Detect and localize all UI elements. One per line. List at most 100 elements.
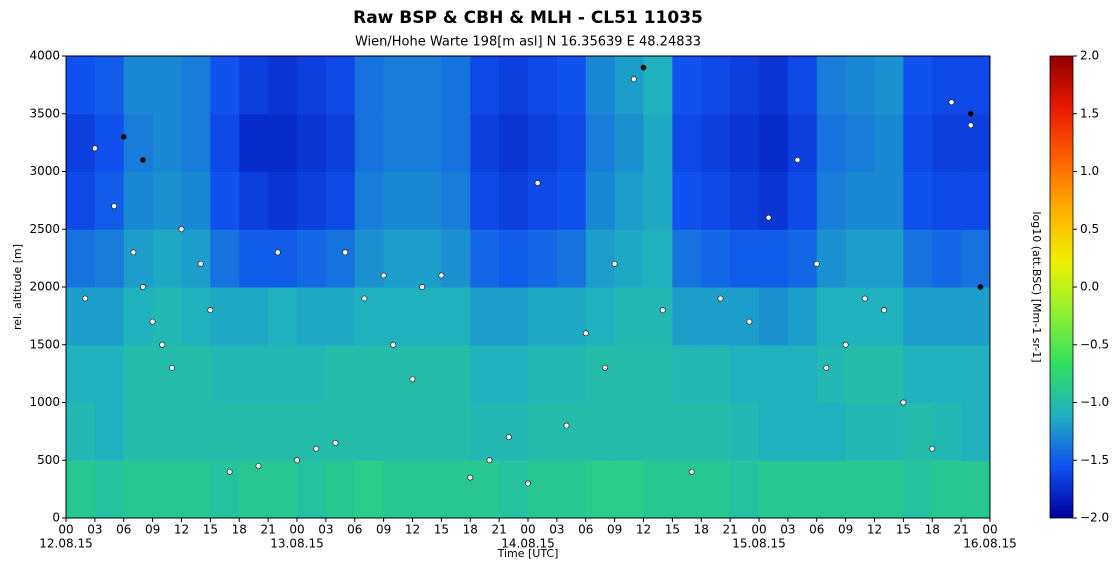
- heatmap-cell: [297, 229, 327, 288]
- heatmap-cell: [66, 229, 96, 288]
- heatmap-cell: [845, 113, 875, 172]
- marker: [140, 284, 146, 290]
- heatmap-cell: [239, 344, 269, 403]
- heatmap-cell: [412, 56, 442, 115]
- heatmap-cell: [297, 402, 327, 461]
- marker: [274, 249, 281, 256]
- heatmap-cell: [556, 402, 587, 461]
- heatmap-cell: [441, 402, 471, 461]
- heatmap-cell: [412, 402, 442, 461]
- marker: [255, 463, 262, 469]
- heatmap-cell: [614, 402, 644, 461]
- x-tick-label: 15: [665, 523, 680, 537]
- heatmap-cell: [556, 171, 587, 230]
- heatmap-cell: [181, 287, 211, 346]
- marker: [159, 341, 166, 348]
- heatmap-cell: [239, 56, 269, 115]
- heatmap-cell: [643, 229, 673, 288]
- heatmap-cell: [325, 460, 356, 519]
- x-tick-label: 00: [982, 523, 997, 537]
- heatmap-cell: [152, 344, 182, 403]
- heatmap-cell: [845, 344, 875, 403]
- heatmap-cell: [441, 56, 471, 115]
- heatmap-cell: [816, 460, 847, 519]
- heatmap-cell: [961, 344, 991, 403]
- heatmap-cell: [441, 344, 471, 403]
- marker: [486, 457, 493, 464]
- x-date-label: 15.08.15: [732, 537, 785, 551]
- heatmap-cell: [672, 402, 702, 461]
- heatmap-cell: [701, 229, 731, 288]
- x-tick-label: 21: [260, 523, 275, 537]
- marker: [900, 399, 907, 406]
- heatmap-cell: [759, 344, 789, 403]
- heatmap-cell: [730, 113, 760, 172]
- heatmap-cell: [499, 113, 529, 172]
- heatmap-cell: [354, 56, 385, 115]
- heatmap-cell: [123, 113, 154, 172]
- heatmap-cell: [181, 113, 211, 172]
- marker: [967, 122, 974, 129]
- heatmap-cell: [412, 344, 442, 403]
- y-tick-label: 4000: [29, 49, 60, 63]
- y-tick-label: 1500: [29, 337, 60, 351]
- x-tick-label: 21: [953, 523, 968, 537]
- marker: [765, 214, 772, 221]
- heatmap-cell: [787, 460, 818, 519]
- heatmap-cell: [210, 287, 240, 346]
- x-tick-label: 09: [607, 523, 622, 537]
- heatmap-cell: [66, 287, 96, 346]
- marker: [390, 341, 397, 348]
- x-tick-label: 18: [232, 523, 247, 537]
- heatmap-cell: [152, 171, 182, 230]
- x-tick-label: 15: [896, 523, 911, 537]
- heatmap-cell: [730, 287, 760, 346]
- heatmap-cell: [874, 402, 904, 461]
- heatmap-cell: [672, 460, 702, 519]
- heatmap-cell: [210, 460, 240, 519]
- marker: [977, 284, 984, 290]
- colorbar-tick-label: 2.0: [1080, 49, 1099, 63]
- heatmap-cell: [181, 171, 211, 230]
- heatmap-cell: [354, 287, 385, 346]
- heatmap-cell: [66, 113, 96, 172]
- marker: [149, 318, 156, 325]
- heatmap-cell: [383, 287, 413, 346]
- x-tick-label: 12: [174, 523, 189, 537]
- marker: [602, 364, 608, 371]
- heatmap-cell: [152, 402, 182, 461]
- heatmap-cell: [412, 229, 442, 288]
- heatmap-cell: [932, 460, 962, 519]
- heatmap-cell: [499, 56, 529, 115]
- heatmap-cell: [325, 229, 356, 288]
- heatmap-cell: [383, 171, 413, 230]
- x-tick-label: 06: [809, 523, 824, 537]
- heatmap-cell: [499, 402, 529, 461]
- heatmap-cell: [903, 460, 933, 519]
- marker: [611, 260, 618, 267]
- heatmap-cell: [816, 56, 847, 115]
- heatmap-cell: [961, 402, 991, 461]
- x-tick-label: 09: [838, 523, 853, 537]
- x-tick-label: 12: [405, 523, 420, 537]
- marker: [294, 457, 300, 464]
- marker: [168, 364, 175, 371]
- heatmap-cell: [874, 460, 904, 519]
- chart-subtitle: Wien/Hohe Warte 198[m asl] N 16.35639 E …: [355, 35, 701, 50]
- heatmap-cell: [268, 229, 298, 288]
- y-tick-label: 2500: [29, 222, 60, 236]
- heatmap-cell: [412, 287, 442, 346]
- heatmap-cell: [123, 287, 154, 346]
- y-tick-label: 3500: [29, 106, 60, 120]
- marker: [361, 295, 368, 302]
- heatmap-cell: [66, 344, 96, 403]
- heatmap-cell: [354, 113, 385, 172]
- heatmap-cell: [961, 171, 991, 230]
- heatmap-cell: [94, 287, 125, 346]
- heatmap-cell: [499, 171, 529, 230]
- heatmap-cell: [383, 460, 413, 519]
- heatmap-cell: [210, 56, 240, 115]
- heatmap-cell: [383, 229, 413, 288]
- heatmap-cell: [787, 229, 818, 288]
- heatmap-cell: [528, 460, 558, 519]
